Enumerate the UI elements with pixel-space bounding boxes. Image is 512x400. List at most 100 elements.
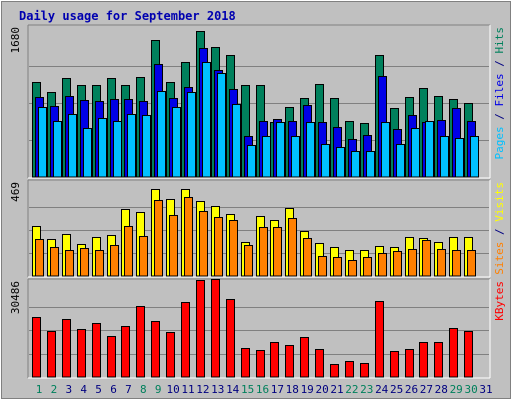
x-tick-label: 1	[36, 383, 43, 396]
x-tick-label: 11	[181, 383, 194, 396]
bar-kbytes-day-27	[419, 342, 428, 378]
bar-kbytes-day-3	[62, 319, 71, 378]
y-max-label: 1680	[9, 27, 22, 54]
bar-sites-day-17	[273, 227, 282, 277]
bar-kbytes-day-14	[226, 299, 235, 378]
x-tick-label: 23	[360, 383, 373, 396]
bar-sites-day-11	[184, 197, 193, 277]
bar-pages-day-2	[53, 121, 62, 178]
bar-kbytes-day-1	[32, 317, 41, 378]
x-tick-label: 17	[271, 383, 284, 396]
x-tick-label: 30	[464, 383, 477, 396]
legend-entry: Sites	[493, 242, 506, 275]
bar-kbytes-day-12	[196, 280, 205, 378]
bar-kbytes-day-18	[285, 345, 294, 378]
x-tick-label: 8	[140, 383, 147, 396]
bar-pages-day-11	[187, 92, 196, 178]
panel-legend: KBytes	[493, 281, 506, 321]
bar-sites-day-6	[110, 245, 119, 277]
chart-title: Daily usage for September 2018	[19, 9, 236, 23]
bar-pages-day-6	[113, 121, 122, 178]
bar-pages-day-4	[83, 128, 92, 178]
chart-panels: 1680 Pages / Files / Hits 469 Sites / Visit…	[9, 24, 506, 379]
bar-sites-day-23	[363, 257, 372, 277]
bar-pages-day-27	[425, 121, 434, 178]
legend-entry: Pages	[493, 126, 506, 159]
bar-kbytes-day-6	[107, 336, 116, 378]
bar-kbytes-day-23	[360, 363, 369, 378]
bar-sites-day-1	[35, 239, 44, 277]
bar-sites-day-15	[244, 245, 253, 277]
x-tick-label: 27	[420, 383, 433, 396]
x-tick-label: 26	[405, 383, 418, 396]
bar-sites-day-24	[378, 253, 387, 277]
bar-pages-day-12	[202, 62, 211, 178]
x-tick-label: 31	[479, 383, 492, 396]
bar-kbytes-day-16	[256, 350, 265, 378]
bar-kbytes-day-15	[241, 348, 250, 378]
bar-kbytes-day-29	[449, 328, 458, 378]
bar-pages-day-1	[38, 107, 47, 178]
x-tick-label: 10	[166, 383, 179, 396]
bar-sites-day-5	[95, 250, 104, 277]
bar-pages-day-26	[411, 128, 420, 178]
bar-pages-day-29	[455, 138, 464, 178]
bar-pages-day-20	[321, 144, 330, 178]
bar-sites-day-25	[393, 251, 402, 277]
legend-entry: /	[493, 107, 506, 127]
x-tick-label: 15	[241, 383, 254, 396]
x-tick-label: 24	[375, 383, 389, 396]
bar-kbytes-day-24	[375, 301, 384, 378]
bar-sites-day-27	[422, 240, 431, 277]
x-tick-label: 5	[95, 383, 102, 396]
bar-pages-day-23	[366, 151, 375, 178]
bar-kbytes-day-25	[390, 351, 399, 378]
bar-pages-day-18	[291, 136, 300, 178]
bar-kbytes-day-2	[47, 331, 56, 378]
x-tick-label: 4	[80, 383, 87, 396]
bar-pages-day-24	[381, 122, 390, 178]
x-tick-label: 25	[390, 383, 403, 396]
bar-kbytes-day-13	[211, 279, 220, 378]
x-tick-label: 20	[315, 383, 328, 396]
bar-kbytes-day-20	[315, 349, 324, 378]
panel-visits-sites: 469 Sites / Visits	[9, 179, 506, 278]
bar-sites-day-13	[214, 217, 223, 277]
bar-sites-day-22	[348, 260, 357, 277]
bar-sites-day-8	[139, 236, 148, 277]
legend-entry: Hits	[493, 27, 506, 54]
y-max-label: 469	[9, 182, 22, 202]
bar-kbytes-day-10	[166, 332, 175, 378]
bar-pages-day-8	[142, 115, 151, 178]
bar-sites-day-7	[124, 226, 133, 277]
bar-pages-day-7	[127, 114, 136, 178]
bar-sites-day-3	[65, 250, 74, 277]
bar-pages-day-14	[232, 104, 241, 178]
bar-kbytes-day-21	[330, 364, 339, 378]
bar-sites-day-28	[437, 249, 446, 277]
bar-sites-day-20	[318, 256, 327, 277]
x-tick-label: 22	[345, 383, 358, 396]
bar-pages-day-16	[262, 136, 271, 178]
x-axis-day-labels: 1 2 3 4 5 6 7 8 9 10 11 12 13 14 15 16 17 18 19 20 21 22 23 24 2…	[36, 383, 493, 396]
x-tick-label: 21	[330, 383, 343, 396]
bar-sites-day-2	[50, 247, 59, 277]
bar-pages-day-13	[217, 73, 226, 178]
bar-kbytes-day-26	[405, 349, 414, 378]
legend-entry: KBytes	[493, 281, 506, 321]
bar-sites-day-19	[303, 238, 312, 277]
bar-sites-day-10	[169, 215, 178, 277]
legend-entry: Files	[493, 73, 506, 106]
bar-pages-day-15	[247, 145, 256, 178]
x-tick-label: 18	[286, 383, 299, 396]
bar-pages-day-5	[98, 118, 107, 178]
bar-sites-day-4	[80, 248, 89, 277]
x-tick-label: 13	[211, 383, 224, 396]
bar-kbytes-day-28	[434, 342, 443, 378]
bar-sites-day-18	[288, 218, 297, 277]
x-tick-label: 7	[125, 383, 132, 396]
bar-pages-day-25	[396, 144, 405, 178]
legend-entry: /	[493, 222, 506, 242]
bar-sites-day-29	[452, 250, 461, 277]
